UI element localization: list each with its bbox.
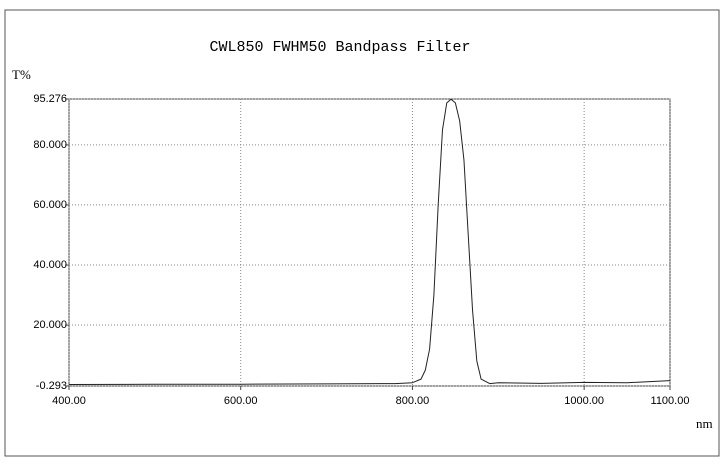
y-tick-label: 20.000 [33, 319, 67, 331]
y-tick-label: -0.293 [36, 380, 67, 392]
x-tick-label: 400.00 [52, 395, 86, 407]
y-tick-label: 80.000 [33, 139, 67, 151]
frame [4, 9, 720, 457]
y-tick-label: 40.000 [33, 259, 67, 271]
y-tick-label: 95.276 [33, 93, 67, 105]
y-axis-label: T% [12, 67, 31, 82]
line-series [68, 98, 671, 386]
x-tick-label: 800.00 [396, 395, 430, 407]
x-tick-label: 600.00 [224, 395, 258, 407]
x-tick-label: 1100.00 [651, 395, 690, 407]
y-tick-label: 60.000 [33, 199, 67, 211]
plot-area [68, 98, 671, 387]
chart-title: CWL850 FWHM50 Bandpass Filter [209, 39, 470, 56]
x-tick-label: 1000.00 [564, 395, 604, 407]
x-axis-label: nm [696, 416, 713, 431]
